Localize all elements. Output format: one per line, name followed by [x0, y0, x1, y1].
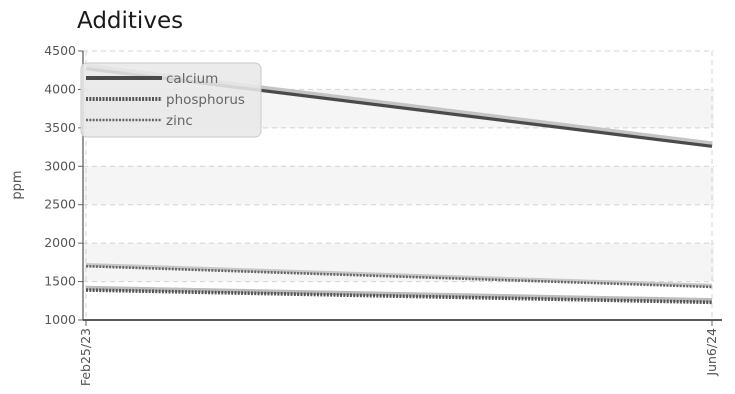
series-line-phosphorus — [85, 288, 713, 305]
y-tick-label: 4500 — [44, 43, 76, 58]
y-tick-label: 1500 — [44, 274, 76, 289]
legend-box — [80, 62, 262, 138]
series-line-zinc — [85, 262, 713, 288]
series-line-phosphorus — [85, 285, 713, 303]
legend-label-zinc: zinc — [166, 113, 193, 129]
series-zinc — [85, 262, 713, 289]
y-tick-label: 2000 — [44, 235, 76, 250]
axes: 1000 1500 2000 2500 3000 3500 4000 4500 Feb25/23… — [44, 43, 722, 386]
plot-band — [83, 166, 714, 205]
x-tick-label: Jun6/24 — [704, 328, 719, 377]
y-tick-label: 2500 — [44, 197, 76, 212]
y-axis-label: ppm — [10, 170, 25, 199]
legend: calcium phosphorus zinc — [80, 62, 262, 138]
y-tick-label: 3500 — [44, 120, 76, 135]
x-tick-label: Feb25/23 — [78, 328, 93, 386]
series-phosphorus — [85, 285, 713, 305]
chart-title: Additives — [77, 8, 184, 34]
y-tick-label: 4000 — [44, 81, 76, 96]
y-tick-label: 3000 — [44, 158, 76, 173]
legend-label-phosphorus: phosphorus — [166, 92, 245, 108]
series-line-zinc — [85, 264, 713, 289]
y-tick-label: 1000 — [44, 312, 76, 327]
legend-label-calcium: calcium — [166, 71, 218, 87]
